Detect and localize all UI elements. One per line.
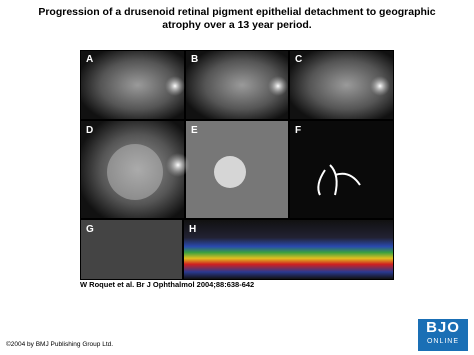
optic-disc [165,76,185,96]
optic-disc [166,153,190,177]
panel-label: D [86,125,93,136]
figure: A B C D E F G H [80,50,394,280]
panel-label: A [86,54,93,65]
panel-label: H [189,224,196,235]
copyright: ©2004 by BMJ Publishing Group Ltd. [6,341,114,348]
panel-label: F [295,125,301,136]
logo: BJO ONLINE [418,319,468,351]
drusen [107,144,163,200]
panel-row-3 [81,220,393,279]
panel-row-1 [81,51,393,119]
vessels [317,164,361,196]
panel-h [184,220,393,279]
optic-disc [370,76,390,96]
panel-label: E [191,125,198,136]
panel-row-2 [81,121,393,218]
panel-label: G [86,224,94,235]
panel-f [290,121,393,218]
panel-label: B [191,54,198,65]
optic-disc [268,76,288,96]
title: Progression of a drusenoid retinal pigme… [38,6,436,31]
lesion [214,156,246,188]
panel-label: C [295,54,302,65]
logo-subtext: ONLINE [426,338,460,345]
logo-text: BJO [426,319,460,336]
panel-g [81,220,182,279]
citation: W Roquet et al. Br J Ophthalmol 2004;88:… [80,280,255,289]
